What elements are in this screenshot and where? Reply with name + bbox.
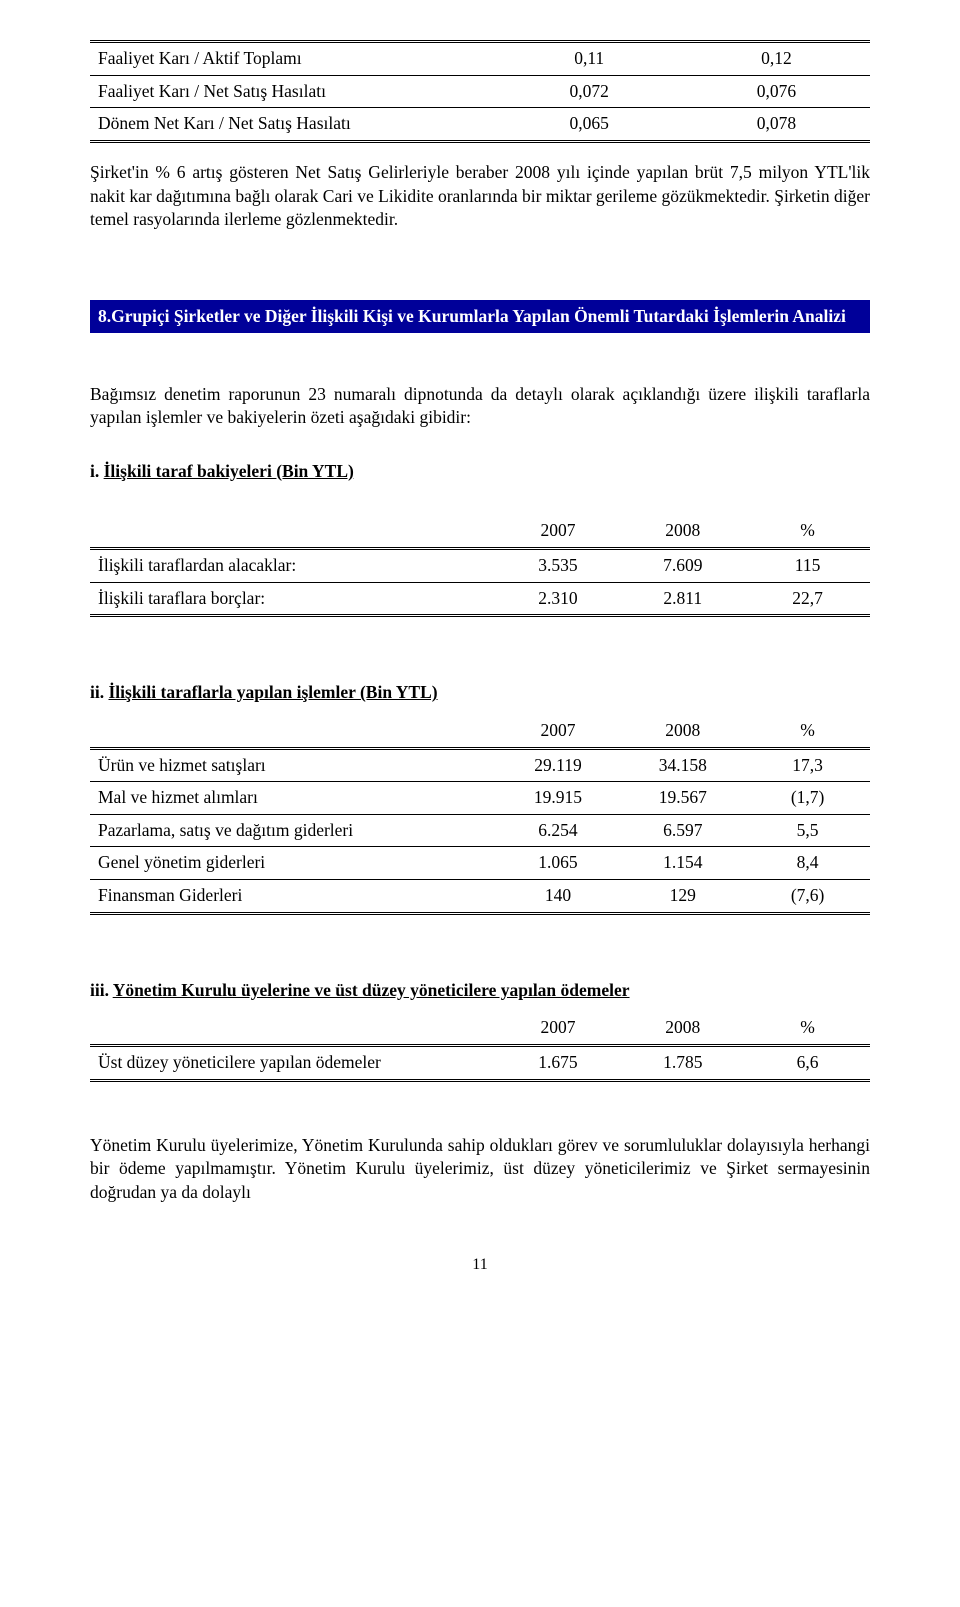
table-header-row: 2007 2008 %: [90, 515, 870, 548]
spacer: [90, 915, 870, 949]
col-header: [90, 715, 496, 748]
cell-value: 0,076: [683, 75, 870, 108]
cell-label: İlişkili taraflara borçlar:: [90, 582, 496, 616]
cell-value: 6,6: [745, 1045, 870, 1080]
cell-label: Mal ve hizmet alımları: [90, 782, 496, 815]
cell-label: Üst düzey yöneticilere yapılan ödemeler: [90, 1045, 496, 1080]
table-header-row: 2007 2008 %: [90, 715, 870, 748]
table-row: Ürün ve hizmet satışları 29.119 34.158 1…: [90, 748, 870, 782]
cell-value: 19.567: [620, 782, 745, 815]
cell-value: 1.065: [496, 847, 621, 880]
spacer: [90, 250, 870, 272]
subheading-title: İlişkili taraf bakiyeleri (Bin YTL): [104, 461, 354, 481]
table-row: Dönem Net Karı / Net Satış Hasılatı 0,06…: [90, 108, 870, 142]
cell-value: 115: [745, 549, 870, 583]
spacer: [90, 617, 870, 651]
subheading-ii: ii. İlişkili taraflarla yapılan işlemler…: [90, 681, 870, 705]
cell-value: 29.119: [496, 748, 621, 782]
cell-value: 1.675: [496, 1045, 621, 1080]
col-header: %: [745, 515, 870, 548]
spacer: [90, 1082, 870, 1116]
spacer: [90, 343, 870, 365]
col-header: 2008: [620, 1012, 745, 1045]
cell-value: 2.811: [620, 582, 745, 616]
subheading-prefix: iii.: [90, 980, 113, 1000]
table-row: Finansman Giderleri 140 129 (7,6): [90, 880, 870, 914]
table-balances: 2007 2008 % İlişkili taraflardan alacakl…: [90, 515, 870, 617]
cell-value: (7,6): [745, 880, 870, 914]
cell-value: 0,12: [683, 42, 870, 76]
cell-label: Faaliyet Karı / Aktif Toplamı: [90, 42, 496, 76]
cell-value: 3.535: [496, 549, 621, 583]
table-ratios: Faaliyet Karı / Aktif Toplamı 0,11 0,12 …: [90, 40, 870, 143]
subheading-title: Yönetim Kurulu üyelerine ve üst düzey yö…: [113, 980, 630, 1000]
cell-value: 1.785: [620, 1045, 745, 1080]
paragraph: Şirket'in % 6 artış gösteren Net Satış G…: [90, 161, 870, 232]
cell-label: Pazarlama, satış ve dağıtım giderleri: [90, 814, 496, 847]
section-header: 8.Grupiçi Şirketler ve Diğer İlişkili Ki…: [90, 300, 870, 333]
cell-value: 8,4: [745, 847, 870, 880]
cell-value: 6.254: [496, 814, 621, 847]
col-header: 2007: [496, 1012, 621, 1045]
col-header: %: [745, 1012, 870, 1045]
cell-label: Dönem Net Karı / Net Satış Hasılatı: [90, 108, 496, 142]
cell-value: 22,7: [745, 582, 870, 616]
cell-label: Finansman Giderleri: [90, 880, 496, 914]
paragraph: Yönetim Kurulu üyelerimize, Yönetim Kuru…: [90, 1134, 870, 1205]
col-header: %: [745, 715, 870, 748]
subheading-iii: iii. Yönetim Kurulu üyelerine ve üst düz…: [90, 979, 870, 1003]
cell-label: Faaliyet Karı / Net Satış Hasılatı: [90, 75, 496, 108]
col-header: [90, 1012, 496, 1045]
cell-value: 0,078: [683, 108, 870, 142]
col-header: 2008: [620, 715, 745, 748]
cell-label: Ürün ve hizmet satışları: [90, 748, 496, 782]
cell-value: 19.915: [496, 782, 621, 815]
col-header: [90, 515, 496, 548]
subheading-i: i. İlişkili taraf bakiyeleri (Bin YTL): [90, 460, 870, 484]
table-payments: 2007 2008 % Üst düzey yöneticilere yapıl…: [90, 1012, 870, 1081]
table-row: Mal ve hizmet alımları 19.915 19.567 (1,…: [90, 782, 870, 815]
page-container: Faaliyet Karı / Aktif Toplamı 0,11 0,12 …: [0, 0, 960, 1336]
cell-value: 129: [620, 880, 745, 914]
table-row: İlişkili taraflara borçlar: 2.310 2.811 …: [90, 582, 870, 616]
col-header: 2007: [496, 715, 621, 748]
cell-value: 6.597: [620, 814, 745, 847]
table-row: Pazarlama, satış ve dağıtım giderleri 6.…: [90, 814, 870, 847]
cell-value: 1.154: [620, 847, 745, 880]
cell-value: 0,065: [496, 108, 683, 142]
table-header-row: 2007 2008 %: [90, 1012, 870, 1045]
subheading-title: İlişkili taraflarla yapılan işlemler (Bi…: [108, 682, 437, 702]
subheading-prefix: i.: [90, 461, 104, 481]
table-row: İlişkili taraflardan alacaklar: 3.535 7.…: [90, 549, 870, 583]
subheading-prefix: ii.: [90, 682, 108, 702]
page-number: 11: [90, 1254, 870, 1276]
table-row: Faaliyet Karı / Net Satış Hasılatı 0,072…: [90, 75, 870, 108]
table-row: Üst düzey yöneticilere yapılan ödemeler …: [90, 1045, 870, 1080]
table-row: Genel yönetim giderleri 1.065 1.154 8,4: [90, 847, 870, 880]
cell-value: 7.609: [620, 549, 745, 583]
cell-value: 0,11: [496, 42, 683, 76]
cell-label: Genel yönetim giderleri: [90, 847, 496, 880]
col-header: 2007: [496, 515, 621, 548]
cell-label: İlişkili taraflardan alacaklar:: [90, 549, 496, 583]
cell-value: 140: [496, 880, 621, 914]
cell-value: 0,072: [496, 75, 683, 108]
cell-value: (1,7): [745, 782, 870, 815]
table-transactions: 2007 2008 % Ürün ve hizmet satışları 29.…: [90, 715, 870, 915]
cell-value: 5,5: [745, 814, 870, 847]
paragraph: Bağımsız denetim raporunun 23 numaralı d…: [90, 383, 870, 430]
cell-value: 34.158: [620, 748, 745, 782]
col-header: 2008: [620, 515, 745, 548]
spacer: [90, 493, 870, 515]
cell-value: 17,3: [745, 748, 870, 782]
table-row: Faaliyet Karı / Aktif Toplamı 0,11 0,12: [90, 42, 870, 76]
cell-value: 2.310: [496, 582, 621, 616]
